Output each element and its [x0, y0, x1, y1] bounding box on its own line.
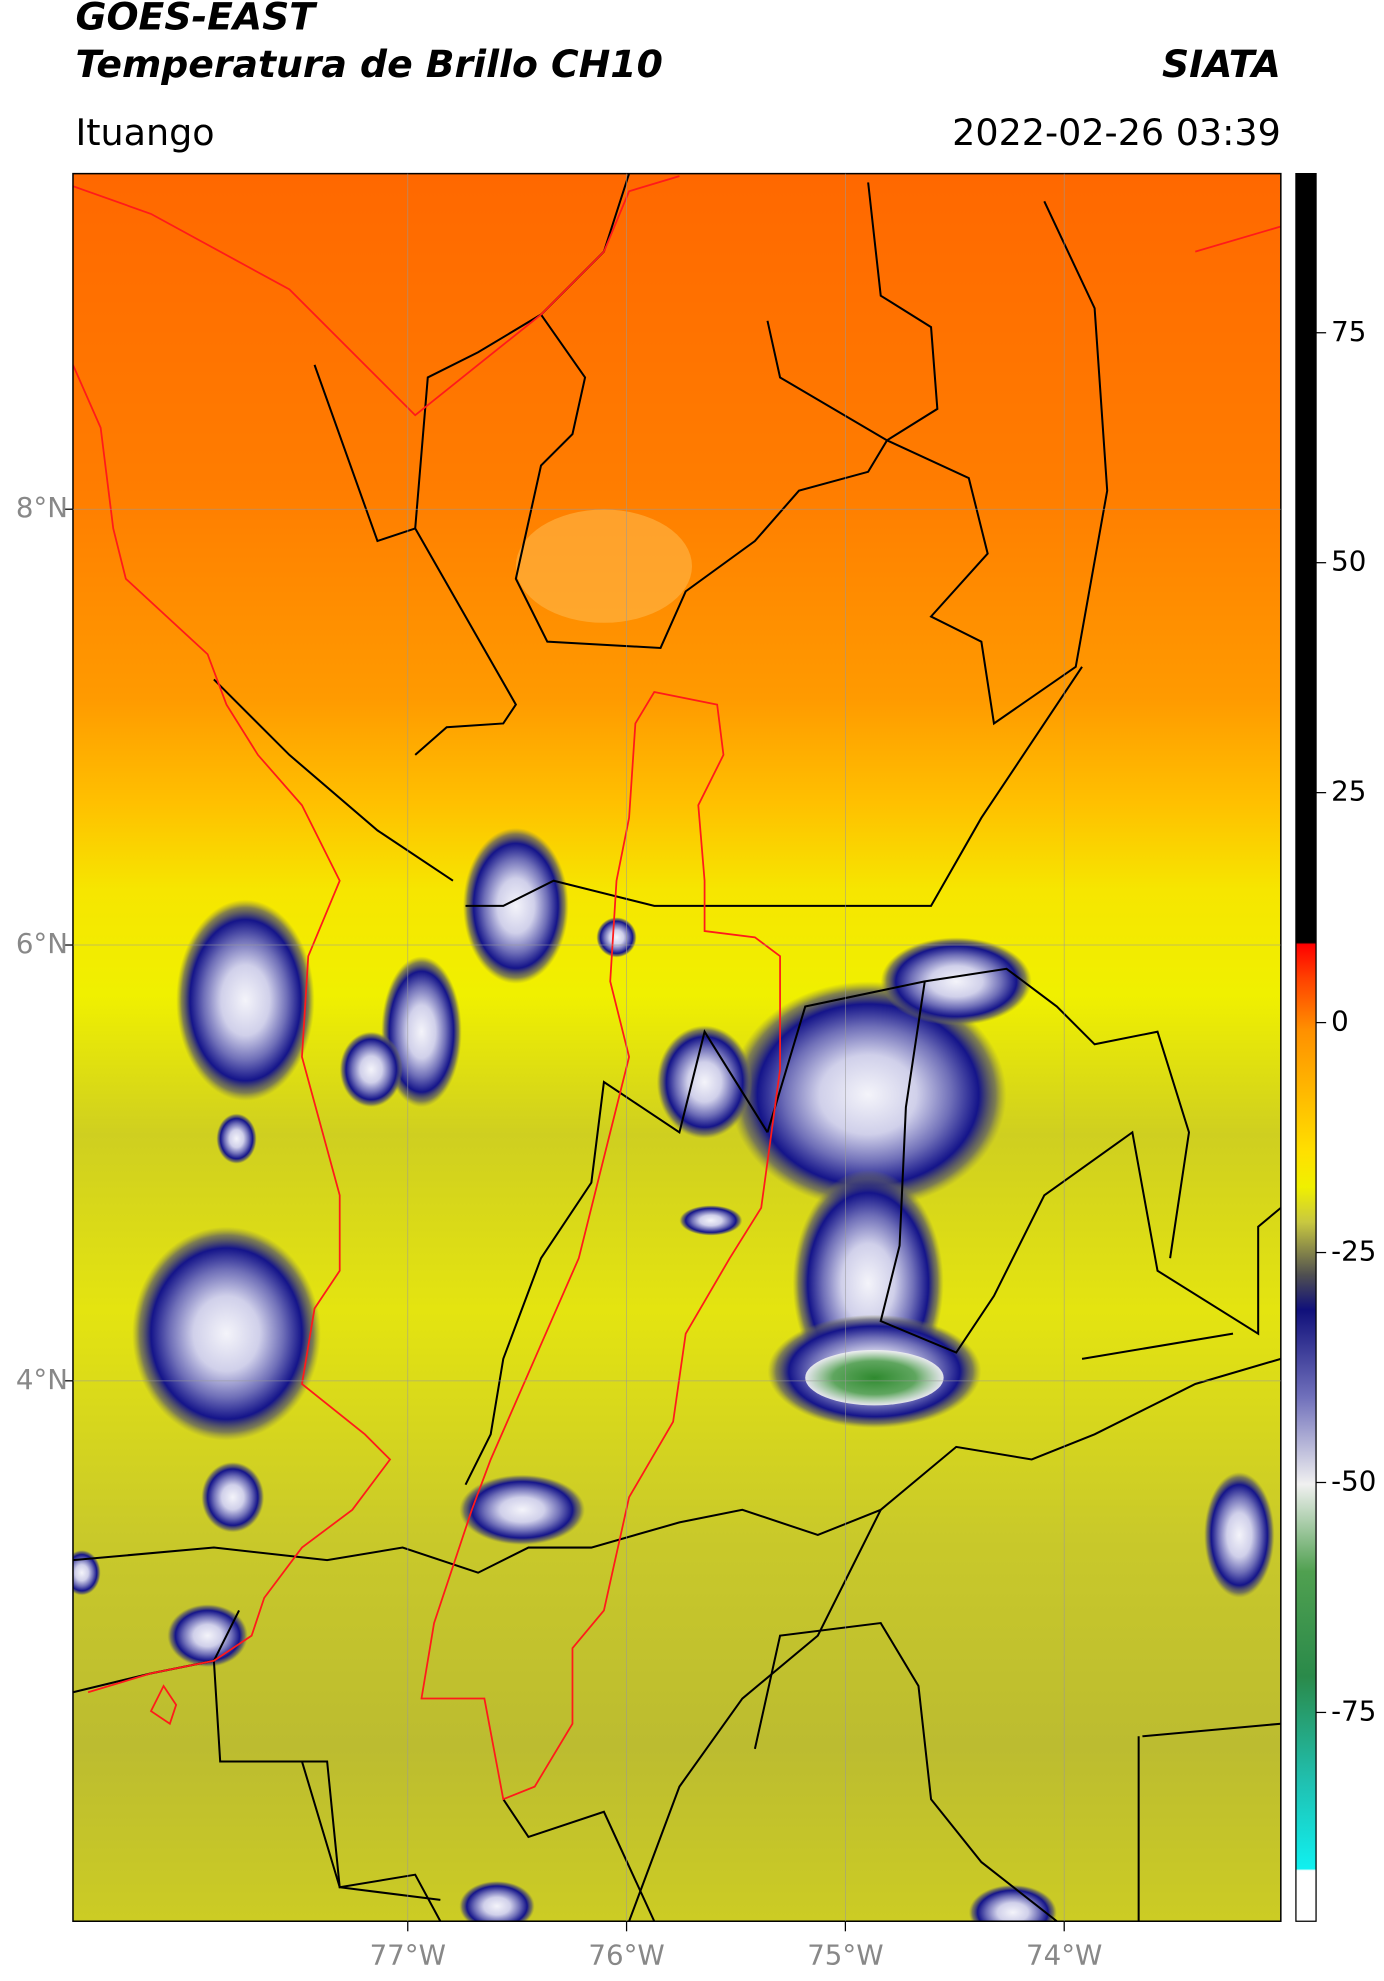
lon-label: 76°W [588, 1938, 664, 1971]
colorbar [1295, 172, 1317, 1922]
lon-label: 74°W [1026, 1938, 1102, 1971]
colorbar-label: 75 [1331, 315, 1366, 348]
borders [72, 173, 1281, 1922]
subtitle: Temperatura de Brillo CH10 [75, 42, 662, 86]
basin-outline [72, 175, 1281, 1801]
colorbar-label: -50 [1331, 1464, 1376, 1497]
map-frame [72, 172, 1282, 1922]
title: GOES-EAST [75, 0, 318, 38]
colorbar-label: 50 [1331, 545, 1366, 578]
lon-label: 77°W [370, 1938, 446, 1971]
datetime: 2022-02-26 03:39 [952, 111, 1281, 154]
colorbar-label: -75 [1331, 1694, 1376, 1727]
lat-label: 8°N [16, 491, 68, 524]
lat-label: 4°N [16, 1363, 68, 1396]
colorbar-label: 0 [1331, 1005, 1349, 1038]
lat-label: 6°N [16, 927, 68, 960]
warm-patch [515, 509, 692, 623]
location: Ituango [75, 111, 214, 154]
colorbar-label: -25 [1331, 1235, 1376, 1268]
lon-label: 75°W [807, 1938, 883, 1971]
colorbar-label: 25 [1331, 775, 1366, 808]
map-field [72, 173, 1281, 1922]
source: SIATA [1162, 42, 1281, 86]
